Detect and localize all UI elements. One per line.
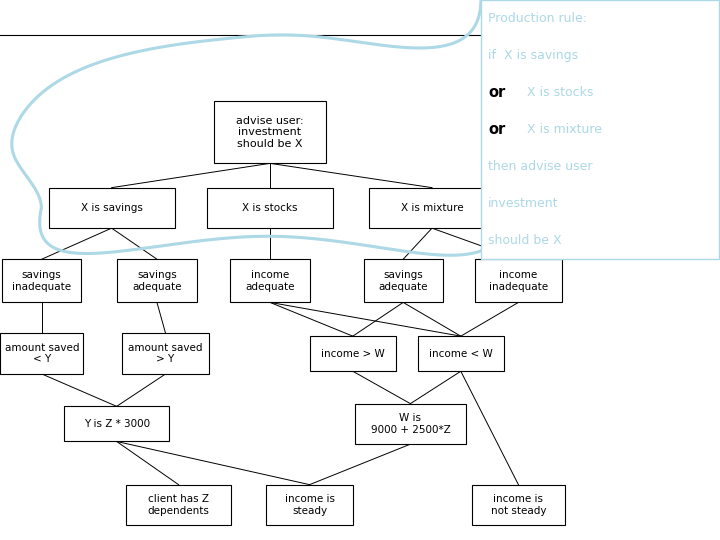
FancyBboxPatch shape bbox=[2, 259, 81, 302]
Text: or: or bbox=[488, 85, 505, 100]
FancyBboxPatch shape bbox=[354, 404, 467, 444]
Text: income is
not steady: income is not steady bbox=[490, 494, 546, 516]
FancyBboxPatch shape bbox=[418, 336, 504, 372]
FancyBboxPatch shape bbox=[475, 259, 562, 302]
Text: if  X is savings: if X is savings bbox=[488, 49, 578, 62]
Text: Production rule:: Production rule: bbox=[488, 12, 588, 25]
Text: client has Z
dependents: client has Z dependents bbox=[148, 494, 210, 516]
FancyBboxPatch shape bbox=[472, 485, 565, 525]
Text: income > W: income > W bbox=[321, 349, 384, 359]
FancyBboxPatch shape bbox=[1, 333, 84, 374]
Text: X is savings: X is savings bbox=[81, 203, 143, 213]
FancyBboxPatch shape bbox=[122, 333, 209, 374]
FancyBboxPatch shape bbox=[127, 485, 230, 525]
Text: W is
9000 + 2500*Z: W is 9000 + 2500*Z bbox=[371, 413, 450, 435]
FancyBboxPatch shape bbox=[65, 406, 168, 442]
Text: or: or bbox=[488, 122, 505, 137]
Text: Y is Z * 3000: Y is Z * 3000 bbox=[84, 419, 150, 429]
FancyBboxPatch shape bbox=[364, 259, 443, 302]
Text: then advise user: then advise user bbox=[488, 160, 593, 173]
FancyBboxPatch shape bbox=[117, 259, 197, 302]
FancyBboxPatch shape bbox=[230, 259, 310, 302]
Text: amount saved
< Y: amount saved < Y bbox=[4, 343, 79, 364]
FancyBboxPatch shape bbox=[481, 0, 719, 259]
Text: income
adequate: income adequate bbox=[246, 270, 294, 292]
Text: income < W: income < W bbox=[429, 349, 492, 359]
Text: income
inadequate: income inadequate bbox=[489, 270, 548, 292]
Text: savings
adequate: savings adequate bbox=[379, 270, 428, 292]
Text: income is
steady: income is steady bbox=[284, 494, 335, 516]
FancyBboxPatch shape bbox=[310, 336, 396, 372]
Text: X is mixture: X is mixture bbox=[523, 123, 602, 136]
Text: X is stocks: X is stocks bbox=[242, 203, 298, 213]
Text: investment: investment bbox=[488, 197, 559, 210]
FancyBboxPatch shape bbox=[266, 485, 353, 525]
Text: savings
adequate: savings adequate bbox=[132, 270, 181, 292]
FancyBboxPatch shape bbox=[215, 102, 325, 163]
Text: X is stocks: X is stocks bbox=[523, 86, 593, 99]
Text: X is mixture: X is mixture bbox=[401, 203, 463, 213]
Text: should be X: should be X bbox=[488, 234, 562, 247]
FancyBboxPatch shape bbox=[369, 188, 495, 228]
Text: amount saved
> Y: amount saved > Y bbox=[128, 343, 203, 364]
FancyBboxPatch shape bbox=[49, 188, 174, 228]
Text: savings
inadequate: savings inadequate bbox=[12, 270, 71, 292]
FancyBboxPatch shape bbox=[207, 188, 333, 228]
Text: advise user:
investment
should be X: advise user: investment should be X bbox=[236, 116, 304, 149]
